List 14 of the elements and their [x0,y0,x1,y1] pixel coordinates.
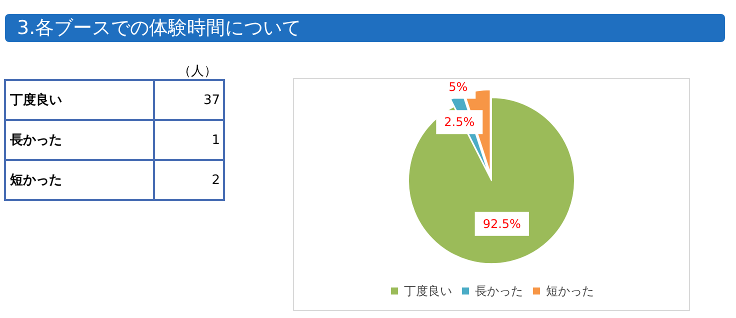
category-label: 丁度良い [5,80,154,120]
data-label: 1 [154,120,224,160]
category-label: 短かった [5,160,154,200]
data-label: 5% [448,80,468,94]
category-label: 長かった [5,120,154,160]
legend-label: 長かった [475,284,523,298]
text: 3.各ブースでの体験時間について [5,14,725,42]
data-label: 92.5% [482,216,521,231]
legend-label: 丁度良い [404,284,452,298]
legend-label: 短かった [546,284,594,298]
data-label: 37 [154,80,224,120]
text: （人） [178,63,217,80]
data-label: 2 [154,160,224,200]
data-label: 2.5% [444,115,475,130]
